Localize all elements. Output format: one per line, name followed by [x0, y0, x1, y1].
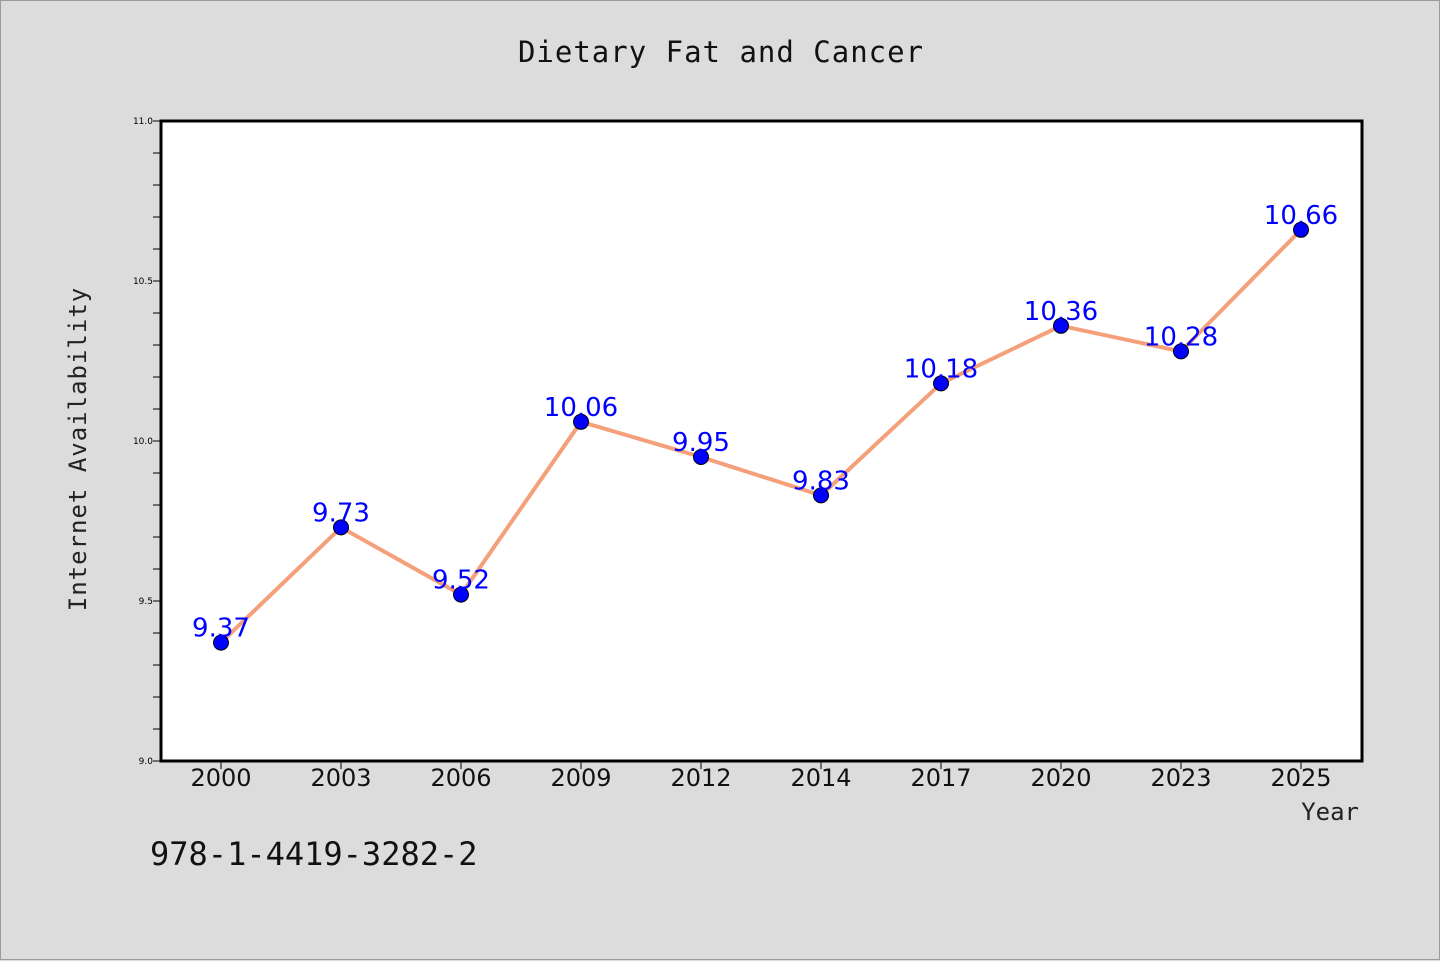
- data-point-marker: [1053, 317, 1069, 334]
- data-point-marker: [453, 586, 469, 603]
- data-labels: 9.37 9.73 9.52 10.06 9.95 9.83 10.18 10.36 10.28…: [192, 201, 1338, 644]
- data-series: [213, 221, 1309, 651]
- x-tick-label: 2006: [430, 764, 491, 792]
- x-tick-label: 2025: [1270, 764, 1331, 792]
- data-label: 10.36: [1024, 297, 1098, 327]
- series-line: [219, 227, 1303, 645]
- data-label: 9.52: [432, 566, 490, 596]
- data-point-marker: [213, 634, 229, 651]
- x-tick-label: 2023: [1150, 764, 1211, 792]
- x-tick-label: 2000: [190, 764, 251, 792]
- data-label: 10.28: [1144, 322, 1218, 352]
- data-label: 9.95: [672, 428, 730, 458]
- plot-frame: [159, 119, 1364, 763]
- y-tick-label: 9.5: [139, 597, 153, 607]
- data-point-marker: [333, 519, 349, 536]
- y-tick-label: 11.0: [133, 117, 153, 127]
- data-point-marker: [933, 375, 949, 392]
- data-label: 9.37: [192, 614, 250, 644]
- data-point-marker: [693, 449, 709, 465]
- data-point-marker: [813, 487, 829, 504]
- x-axis-ticks: 2000 2003 2006 2009 2012 2014 2017 2020 2023 2025: [190, 761, 1332, 792]
- y-tick-label: 9.0: [139, 757, 154, 767]
- x-tick-label: 2009: [550, 764, 611, 792]
- data-label: 9.83: [792, 466, 850, 496]
- data-point-marker: [573, 413, 589, 430]
- data-label: 9.73: [312, 498, 370, 528]
- x-tick-label: 2017: [910, 764, 971, 792]
- x-tick-label: 2012: [670, 764, 731, 792]
- chart-title: Dietary Fat and Cancer: [517, 35, 925, 69]
- data-point-marker: [1293, 221, 1309, 238]
- y-tick-label: 10.5: [133, 277, 153, 287]
- data-label: 10.66: [1264, 201, 1338, 231]
- x-tick-label: 2014: [790, 764, 851, 792]
- isbn-text: 978-1-4419-3282-2: [150, 835, 478, 873]
- y-tick-label: 10.0: [133, 437, 153, 447]
- x-tick-label: 2020: [1030, 764, 1091, 792]
- y-axis-ticks: 9.0 9.5 10.0 10.5 11.0: [133, 117, 161, 767]
- data-label: 10.18: [904, 354, 978, 384]
- x-tick-label: 2003: [310, 764, 371, 792]
- x-axis-label: Year: [1301, 798, 1359, 826]
- data-label: 10.06: [544, 393, 618, 423]
- data-point-marker: [1173, 343, 1189, 360]
